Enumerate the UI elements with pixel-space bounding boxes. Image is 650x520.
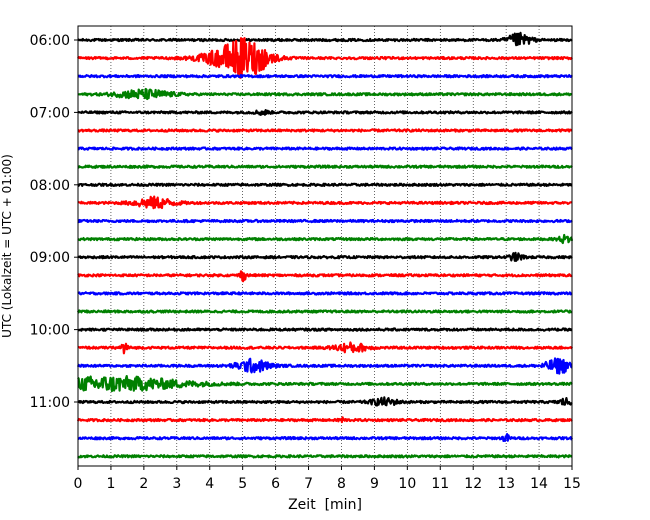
trace-line	[77, 291, 573, 296]
x-tick-label: 7	[304, 476, 313, 492]
plot-frame	[77, 25, 573, 467]
trace-line	[77, 128, 573, 133]
x-tick-label: 14	[530, 476, 548, 492]
trace-line	[77, 87, 573, 101]
trace-line	[77, 31, 573, 47]
y-axis-label: UTC (Lokalzeit = UTC + 01:00)	[0, 154, 14, 338]
x-axis-ticks: 0 1 2 3 4 5 6 7 8 9 10 11 12 13 14 15	[74, 466, 581, 492]
x-axis-label: Zeit [min]	[288, 497, 362, 513]
trace-line	[77, 74, 573, 79]
trace-line	[77, 396, 573, 407]
x-tick-label: 6	[271, 476, 280, 492]
y-tick-label: 11:00	[30, 395, 70, 411]
x-tick-label: 15	[563, 476, 581, 492]
y-tick-label: 09:00	[30, 250, 70, 266]
x-tick-label: 9	[370, 476, 379, 492]
x-tick-label: 4	[205, 476, 214, 492]
trace-line	[76, 416, 573, 424]
x-tick-label: 8	[337, 476, 346, 492]
y-tick-label: 06:00	[30, 33, 70, 49]
trace-line	[77, 270, 573, 283]
y-axis-ticks: 06:00 07:00 08:00 09:00 10:00 11:00	[30, 33, 78, 411]
x-tick-label: 3	[172, 476, 181, 492]
x-tick-label: 1	[106, 476, 115, 492]
trace-line	[77, 146, 573, 151]
x-tick-label: 11	[431, 476, 449, 492]
trace-line	[77, 109, 573, 116]
x-tick-label: 5	[238, 476, 247, 492]
trace-line	[77, 309, 573, 314]
trace-line	[77, 182, 573, 187]
x-tick-label: 0	[74, 476, 83, 492]
seismic-traces	[76, 31, 574, 459]
grid-lines	[110, 26, 540, 466]
trace-line	[77, 233, 574, 245]
y-tick-label: 10:00	[30, 323, 70, 339]
x-tick-label: 12	[464, 476, 482, 492]
trace-line	[77, 164, 573, 169]
trace-line	[77, 37, 573, 79]
trace-line	[77, 433, 573, 442]
trace-line	[77, 327, 573, 332]
trace-line	[77, 341, 573, 355]
trace-line	[77, 218, 573, 224]
trace-line	[77, 375, 573, 393]
trace-line	[76, 357, 573, 375]
trace-line	[77, 454, 573, 459]
x-tick-label: 13	[497, 476, 515, 492]
trace-line	[77, 195, 573, 210]
trace-line	[77, 251, 573, 262]
x-tick-label: 2	[139, 476, 148, 492]
x-tick-label: 10	[398, 476, 416, 492]
y-tick-label: 07:00	[30, 105, 70, 121]
y-tick-label: 08:00	[30, 178, 70, 194]
